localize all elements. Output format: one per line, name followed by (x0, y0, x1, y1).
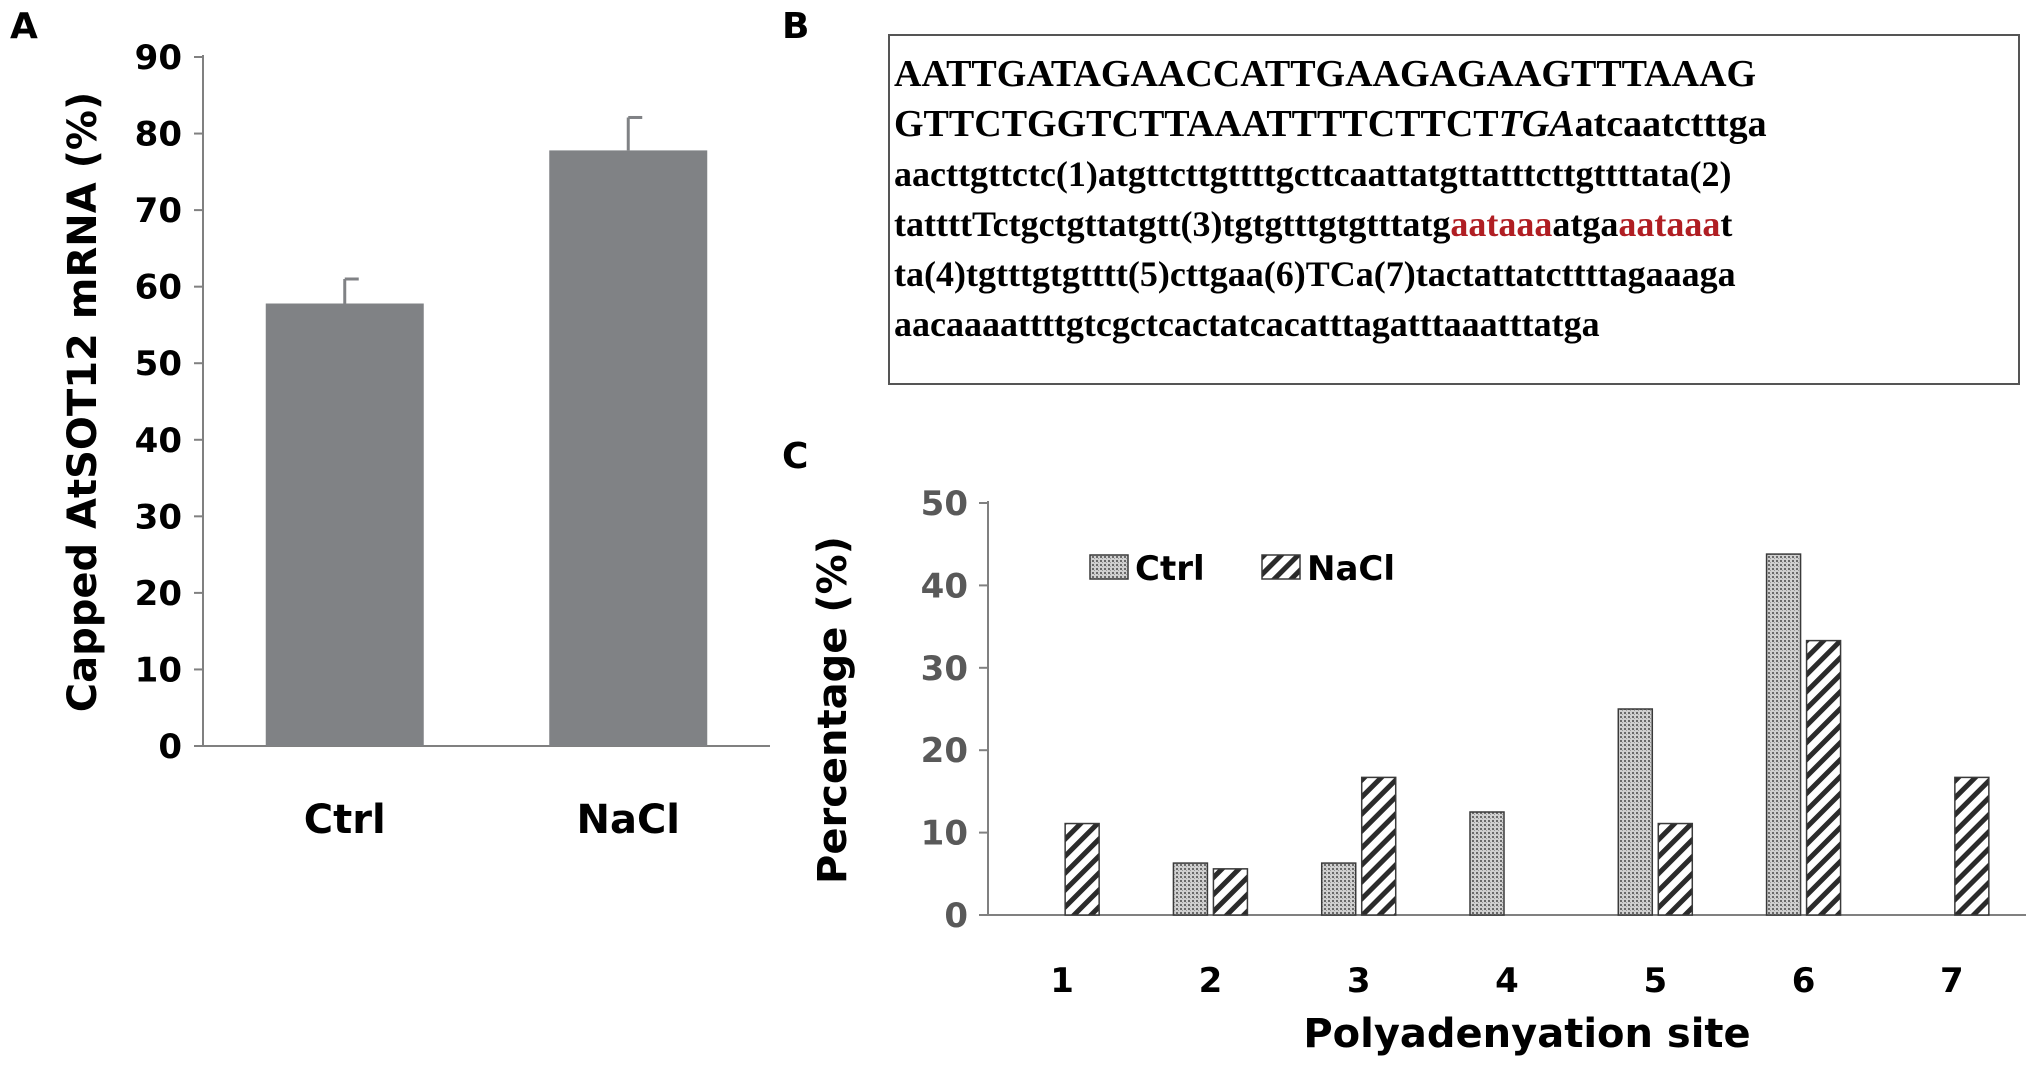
bar-ctrl-site-6 (1765, 553, 1802, 916)
panel-label-a: A (10, 6, 38, 47)
legend-label-nacl: NaCl (1307, 549, 1395, 589)
sequence-segment: AATTGATAGAACCATTGAAGAGAAGTTTAAAG (894, 53, 1757, 95)
bar-nacl-site-3 (1360, 776, 1397, 916)
x-axis-title: Polyadenyation site (1303, 1011, 1750, 1057)
x-tick-label: 5 (1643, 961, 1667, 1001)
x-tick-label: NaCl (576, 797, 680, 843)
bar-ctrl-site-4 (1469, 811, 1505, 916)
sequence-line: ta(4)tgtttgtgtttt(5)cttgaa(6)TCa(7)tacta… (894, 249, 2014, 299)
x-tick-label: 3 (1347, 961, 1371, 1001)
y-tick-label: 20 (135, 574, 182, 614)
bar-ctrl-site-2 (1172, 862, 1209, 916)
sequence-line: tattttTctgctgttatgtt(3)tgtgtttgtgtttatga… (894, 199, 2014, 249)
sequence-segment: atga (1552, 204, 1619, 244)
bar-nacl-site-1 (1064, 822, 1100, 916)
panel-label-b: B (782, 6, 810, 47)
x-tick-label: 2 (1199, 961, 1223, 1001)
sequence-box: AATTGATAGAACCATTGAAGAGAAGTTTAAAG GTTCTGGT… (888, 34, 2020, 385)
legend-swatch-ctrl (1089, 554, 1129, 580)
polya-signal-motif: aataaa (1450, 204, 1553, 244)
y-tick-label: 80 (135, 115, 182, 155)
sequence-segment: GTTCTGGTCTTAAATTTTCTTCT (894, 103, 1499, 145)
chart-c-polyadenylation: 0 10 20 30 40 50 1 2 3 4 5 6 7 Ctrl NaCl Polyadenyation… (810, 484, 2026, 1057)
bar-nacl-site-2 (1212, 868, 1249, 916)
sequence-segment: aacttgttctc(1)atgttcttgttttgcttcaattatgt… (894, 154, 1732, 194)
y-axis-title: Percentage (%) (810, 536, 856, 884)
y-tick-label: 10 (135, 650, 182, 690)
y-tick-label: 90 (135, 38, 182, 78)
x-tick-label: 4 (1495, 961, 1519, 1001)
sequence-line: AATTGATAGAACCATTGAAGAGAAGTTTAAAG (894, 49, 2014, 99)
y-tick-label: 50 (135, 344, 182, 384)
x-tick-label: Ctrl (304, 797, 386, 843)
bar-ctrl-site-3 (1320, 862, 1357, 916)
y-tick-label: 50 (921, 484, 968, 524)
stop-codon: TGA (1498, 103, 1575, 145)
y-tick-label: 70 (135, 191, 182, 231)
bar-nacl-site-6 (1805, 639, 1842, 916)
y-tick-label: 60 (135, 268, 182, 308)
y-tick-label: 0 (158, 727, 182, 767)
sequence-segment: tattttTctgctgttatgtt(3)tgtgtttgtgtttatg (894, 204, 1451, 244)
y-tick-label: 0 (944, 896, 968, 936)
chart-a-capped-mrna: 0 10 20 30 40 50 60 70 80 90 Ctrl NaCl Capped AtSOT1… (60, 38, 770, 843)
legend: Ctrl NaCl (1089, 549, 1395, 589)
sequence-segment: atcaatctttga (1574, 103, 1767, 145)
x-tick-label: 7 (1940, 961, 1964, 1001)
y-tick-label: 10 (921, 814, 968, 854)
bar-nacl-site-7 (1954, 776, 1990, 916)
legend-swatch-nacl (1261, 554, 1301, 580)
x-tick-label: 6 (1792, 961, 1816, 1001)
y-tick-label: 30 (921, 649, 968, 689)
y-tick-label: 20 (921, 731, 968, 771)
bar-nacl (549, 150, 708, 747)
legend-label-ctrl: Ctrl (1135, 549, 1205, 589)
polya-signal-motif: aataaa (1618, 204, 1721, 244)
y-tick-label: 40 (921, 566, 968, 606)
y-tick-label: 40 (135, 421, 182, 461)
sequence-line: GTTCTGGTCTTAAATTTTCTTCTTGAatcaatctttga (894, 99, 2014, 149)
x-tick-label: 1 (1050, 961, 1074, 1001)
bar-nacl-site-5 (1657, 822, 1694, 916)
bar-ctrl-site-5 (1617, 708, 1654, 916)
sequence-segment: t (1720, 204, 1733, 244)
y-tick-label: 30 (135, 497, 182, 537)
sequence-segment: ta(4)tgtttgtgtttt(5)cttgaa(6)TCa(7)tacta… (894, 254, 1736, 294)
sequence-line: aacaaaattttgtcgctcactatcacatttagatttaaat… (894, 299, 2014, 349)
y-axis-title: Capped AtSOT12 mRNA (%) (60, 92, 106, 713)
sequence-segment: aacaaaattttgtcgctcactatcacatttagatttaaat… (894, 304, 1600, 344)
sequence-line: aacttgttctc(1)atgttcttgttttgcttcaattatgt… (894, 149, 2014, 199)
bar-ctrl (265, 303, 424, 746)
panel-label-c: C (782, 436, 809, 477)
